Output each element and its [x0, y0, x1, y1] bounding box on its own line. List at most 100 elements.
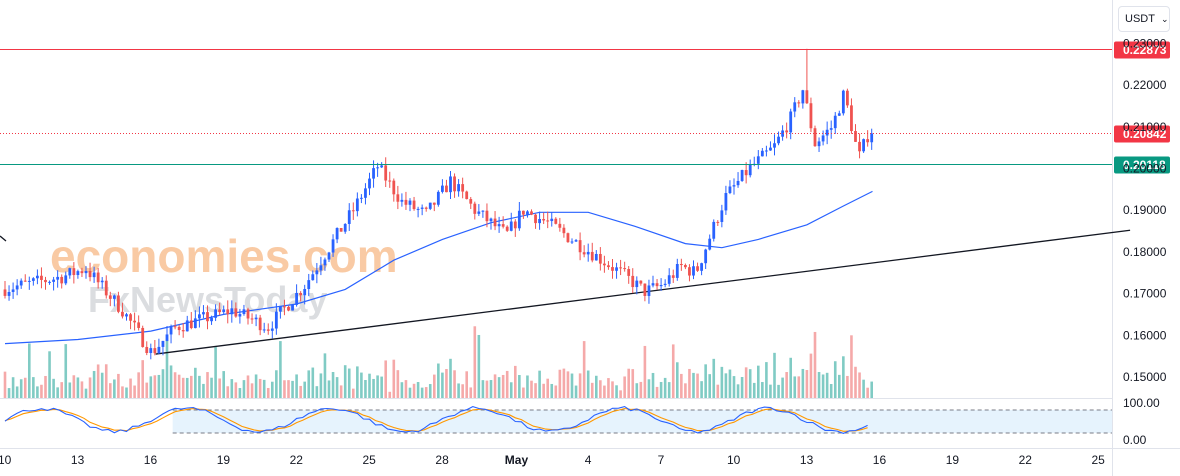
candle-body — [643, 283, 647, 296]
candle-body — [526, 211, 529, 215]
volume-bar — [720, 366, 724, 398]
candle-body — [777, 136, 780, 144]
volume-bar — [44, 375, 47, 398]
trendline[interactable] — [0, 229, 1131, 355]
stoch-d-line — [4, 407, 868, 432]
candle-body — [404, 199, 408, 205]
candle-body — [189, 320, 193, 329]
candle-body — [789, 111, 793, 133]
stoch-label-high: 100.00 — [1123, 396, 1160, 410]
candle-body — [40, 275, 43, 280]
volume-bar — [732, 376, 736, 398]
candle-body — [137, 322, 141, 328]
volume-bar — [433, 374, 436, 398]
trendline-segment — [155, 229, 1131, 355]
volume-bar — [36, 386, 39, 398]
candle-body — [692, 266, 695, 276]
currency-select[interactable]: USDT ⌄ — [1118, 6, 1170, 32]
volume-bar — [530, 380, 533, 398]
candle-body — [829, 128, 833, 130]
candle-body — [594, 253, 598, 261]
volume-bar — [680, 373, 683, 398]
volume-bar — [210, 377, 213, 398]
volume-bar — [352, 388, 355, 398]
candle-body — [781, 130, 784, 137]
candle-body — [748, 164, 752, 176]
volume-bar — [48, 351, 51, 398]
candle-body — [509, 221, 513, 231]
volume-bar — [319, 373, 323, 398]
volume-bar — [481, 380, 485, 398]
volume-bar — [578, 373, 582, 398]
volume-bar — [489, 380, 493, 398]
volume-bar — [684, 383, 687, 398]
volume-bar — [165, 340, 169, 398]
stoch-label-low: 0.00 — [1123, 433, 1147, 447]
volume-bar — [740, 377, 744, 398]
volume-bar — [266, 387, 270, 398]
candle-body — [833, 115, 837, 129]
level-label-2: 0.20118 — [1123, 158, 1166, 172]
candle-body — [566, 233, 570, 243]
volume-bar — [347, 368, 351, 398]
volume-bar — [829, 384, 833, 398]
candle-body — [88, 271, 92, 278]
candle-body — [785, 130, 789, 133]
price-tick-label: 0.17000 — [1123, 287, 1167, 301]
volume-bar — [603, 385, 606, 398]
candle-body — [319, 265, 323, 271]
candle-body — [586, 251, 590, 255]
price-tick-label: 0.19000 — [1123, 203, 1167, 217]
volume-bar — [206, 372, 209, 398]
volume-bar — [445, 369, 448, 398]
candle-body — [534, 214, 537, 224]
candle-body — [720, 210, 724, 222]
price-tick-label: 0.22000 — [1123, 78, 1167, 92]
volume-bar — [769, 384, 772, 398]
candle-body — [671, 275, 675, 278]
candle-body — [108, 295, 112, 299]
volume-bar — [96, 364, 100, 398]
candle-body — [234, 308, 238, 317]
volume-bar — [671, 344, 675, 398]
horizontal-levels[interactable]: 0.22873 0.20842 0.20118 — [0, 41, 1170, 174]
candle-body — [19, 280, 23, 286]
candle-body — [846, 90, 849, 106]
price-tick-label: 0.16000 — [1123, 328, 1167, 342]
candle-body — [311, 274, 315, 281]
volume-bar — [534, 383, 537, 398]
volume-bar — [765, 362, 768, 398]
candle-body — [611, 267, 614, 271]
volume-bar — [522, 387, 525, 398]
candle-body — [517, 210, 521, 229]
time-axis[interactable]: 10 13 16 19 22 25 28 May 4 7 10 13 16 19 22 25 — [0, 453, 1105, 467]
volume-bar — [457, 383, 460, 398]
volume-bar — [246, 375, 250, 398]
volume-bar — [214, 347, 217, 398]
volume-bar — [485, 380, 489, 398]
candle-body — [655, 283, 659, 287]
candle-body — [453, 176, 456, 192]
candle-body — [64, 275, 68, 284]
volume-bar — [218, 378, 221, 398]
price-axis[interactable]: 0.15000 0.16000 0.17000 0.18000 0.19000 0.200… — [1123, 36, 1167, 384]
candle-body — [736, 180, 740, 186]
candle-body — [145, 346, 149, 353]
candle-body — [797, 102, 801, 104]
candle-body — [185, 320, 189, 332]
volume-bar — [441, 372, 444, 398]
level-label-0: 0.22873 — [1123, 43, 1167, 57]
candle-body — [631, 275, 635, 288]
candle-body — [92, 272, 96, 278]
volume-bar — [60, 382, 63, 398]
volume-bar — [757, 365, 760, 398]
candle-body — [117, 295, 120, 312]
candle-body — [497, 224, 501, 227]
candle-body — [84, 271, 88, 274]
candle-body — [428, 202, 432, 209]
volume-bar — [789, 357, 792, 398]
volume-bar — [518, 375, 521, 398]
price-candles[interactable] — [3, 48, 874, 360]
volume-bar — [748, 369, 752, 398]
